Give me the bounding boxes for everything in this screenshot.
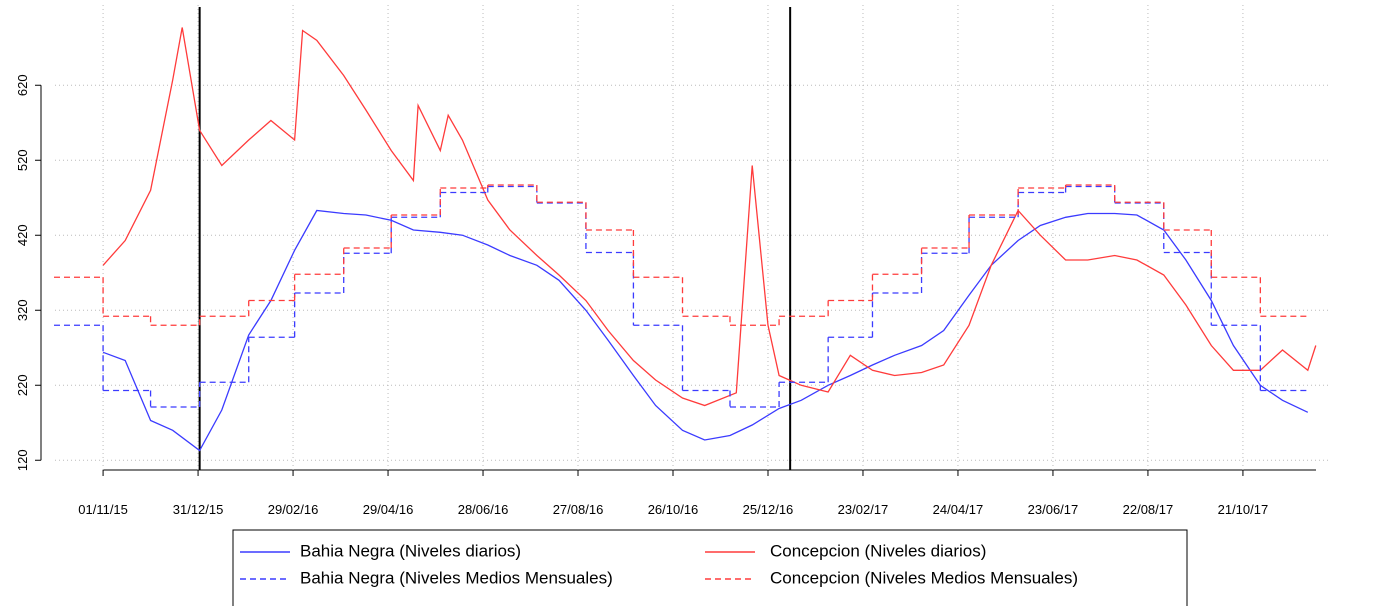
x-tick-label: 24/04/17 <box>933 502 984 517</box>
x-tick-label: 23/02/17 <box>838 502 889 517</box>
y-tick-label: 520 <box>15 149 30 171</box>
x-tick-label: 29/04/16 <box>363 502 414 517</box>
x-tick-label: 26/10/16 <box>648 502 699 517</box>
legend-label: Bahia Negra (Niveles Medios Mensuales) <box>300 568 613 587</box>
y-tick-label: 120 <box>15 449 30 471</box>
x-tick-label: 21/10/17 <box>1218 502 1269 517</box>
legend-label: Concepcion (Niveles diarios) <box>770 541 986 560</box>
legend: Bahia Negra (Niveles diarios) Concepcion … <box>240 541 1078 587</box>
x-tick-label: 27/08/16 <box>553 502 604 517</box>
daily-line <box>102 27 1317 407</box>
y-tick-label: 420 <box>15 224 30 246</box>
x-tick-label: 23/06/17 <box>1028 502 1079 517</box>
daily-line <box>102 209 1309 452</box>
y-tick-label: 220 <box>15 374 30 396</box>
x-tick-label: 25/12/16 <box>743 502 794 517</box>
x-tick-label: 28/06/16 <box>458 502 509 517</box>
y-tick-label: 320 <box>15 299 30 321</box>
legend-label: Bahia Negra (Niveles diarios) <box>300 541 521 560</box>
x-tick-label: 22/08/17 <box>1123 502 1174 517</box>
legend-box <box>232 529 1188 606</box>
x-tick-label: 31/12/15 <box>173 502 224 517</box>
legend-label: Concepcion (Niveles Medios Mensuales) <box>770 568 1078 587</box>
y-tick-label: 620 <box>15 74 30 96</box>
x-tick-label: 01/11/15 <box>78 502 128 517</box>
x-tick-label: 29/02/16 <box>268 502 319 517</box>
